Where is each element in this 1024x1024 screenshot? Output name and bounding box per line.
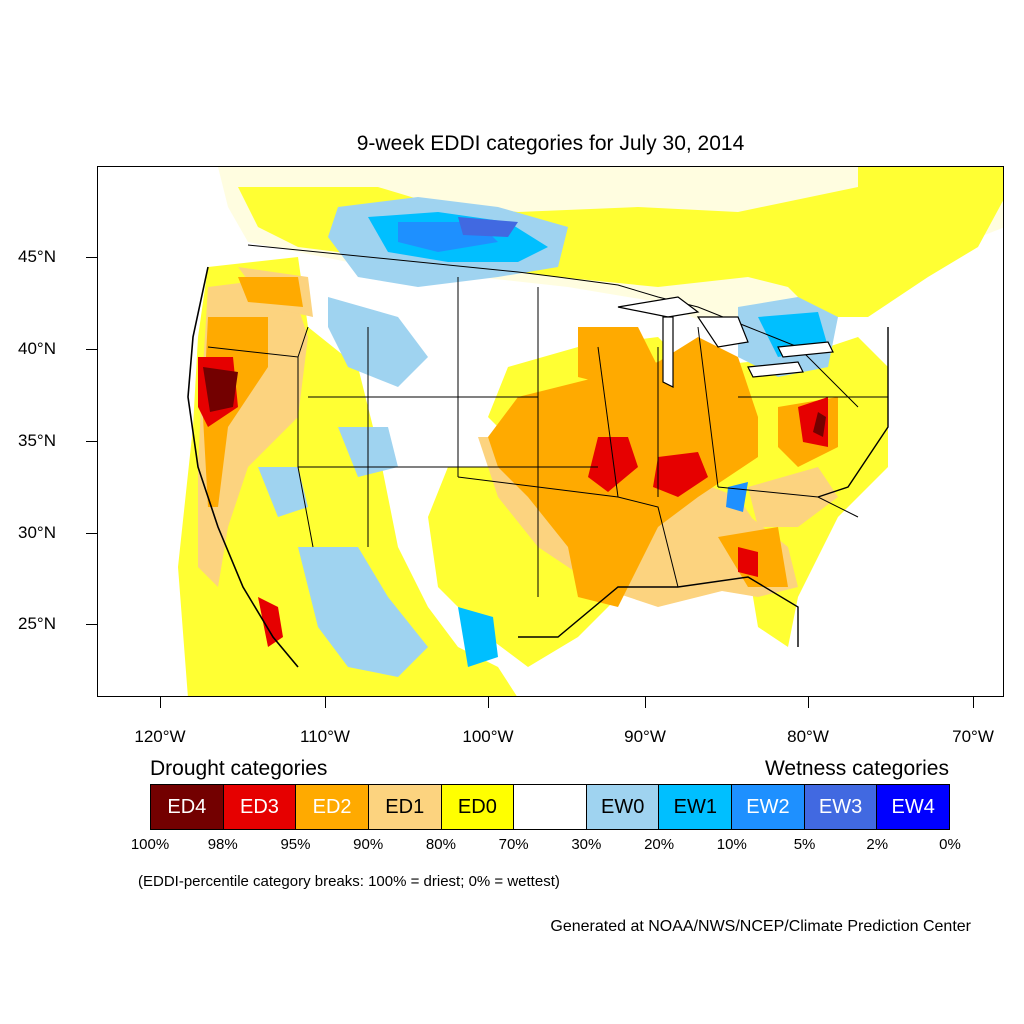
great-lakes [617,296,834,388]
map-title: 9-week EDDI categories for July 30, 2014 [356,132,745,155]
legend-swatch-ed4: ED4 [151,785,224,829]
credit-text: Generated at NOAA/NWS/NCEP/Climate Predi… [550,918,971,935]
legend-swatch-ew3: EW3 [804,785,878,829]
legend-swatch-ew0: EW0 [586,785,660,829]
map-plot-area [97,166,1004,697]
ed4-areas [203,367,826,437]
legend-swatch-ed1: ED1 [368,785,442,829]
legend-swatch-ew2: EW2 [732,785,805,829]
legend-swatch-neutral [514,785,587,829]
percentile-label: 5% [793,836,816,853]
legend-swatch-ew1: EW1 [659,785,733,829]
percentile-label: 10% [716,836,747,853]
lon-label-100: 100°W [462,727,514,746]
percentile-label: 100% [130,836,170,853]
lon-tick-100 [488,697,489,708]
percentile-label: 80% [425,836,456,853]
lon-label-110: 110°W [300,727,350,746]
lon-label-70: 70°W [952,727,994,746]
lat-label-40: 40°N [18,339,56,358]
lat-label-35: 35°N [18,431,56,450]
eddi-map [178,167,1003,696]
lat-tick-40 [86,349,97,350]
ew3-areas [458,217,518,237]
lat-tick-35 [86,441,97,442]
lat-label-45: 45°N [18,247,56,266]
legend-swatch-ed2: ED2 [296,785,369,829]
lat-tick-30 [86,533,97,534]
wetness-heading: Wetness categories [764,757,949,780]
lon-tick-70 [973,697,974,708]
drought-heading: Drought categories [150,757,328,780]
lat-label-30: 30°N [18,523,56,542]
percentile-label: 2% [866,836,889,853]
lon-label-90: 90°W [624,727,666,746]
percentile-note: (EDDI-percentile category breaks: 100% =… [138,873,560,890]
legend-swatch-ed3: ED3 [223,785,297,829]
percentile-label: 70% [498,836,529,853]
lon-tick-120 [160,697,161,708]
lon-tick-80 [808,697,809,708]
percentile-label: 90% [353,836,384,853]
percentile-label: 98% [207,836,238,853]
percentile-label: 30% [571,836,602,853]
lon-tick-110 [325,697,326,708]
lat-tick-45 [86,257,97,258]
lon-label-120: 120°W [134,727,186,746]
legend-swatch-ew4: EW4 [877,785,950,829]
lon-tick-90 [645,697,646,708]
lat-tick-25 [86,624,97,625]
percentile-label: 0% [939,836,961,853]
lon-label-80: 80°W [787,727,829,746]
percentile-label: 20% [644,836,675,853]
percentile-label: 95% [280,836,311,853]
boundaries [187,244,889,668]
lat-label-25: 25°N [18,614,56,633]
category-legend: ED4 ED3 ED2 ED1 ED0 EW0 EW1 EW2 EW3 EW4 [150,784,950,830]
legend-swatch-ed0: ED0 [441,785,515,829]
